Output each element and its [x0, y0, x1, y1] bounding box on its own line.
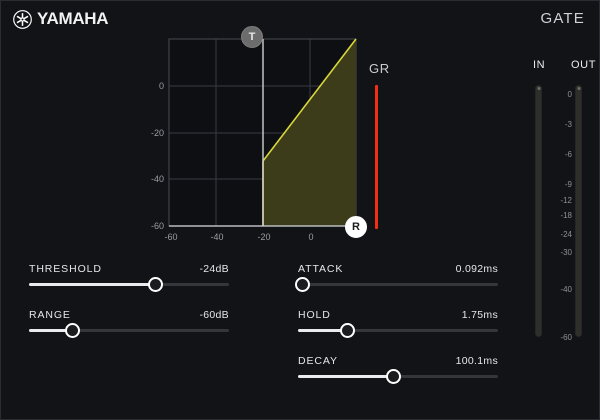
range-slider-track[interactable] [29, 329, 229, 332]
attack-slider-knob[interactable] [294, 277, 310, 292]
threshold-slider-knob[interactable] [147, 277, 163, 292]
y-tick: -20 [151, 128, 164, 138]
gain-reduction-meter [375, 85, 378, 229]
x-tick: -60 [164, 232, 177, 242]
out-meter-bar [575, 85, 582, 337]
threshold-control[interactable]: THRESHOLD -24dB [29, 263, 229, 303]
hold-control[interactable]: HOLD 1.75ms [298, 309, 498, 349]
decay-label: DECAY [298, 355, 338, 367]
decay-value: 100.1ms [455, 355, 498, 367]
range-control[interactable]: RANGE -60dB [29, 309, 229, 349]
gain-reduction-label: GR [369, 61, 390, 76]
in-meter-label: IN [533, 59, 546, 71]
x-tick: -20 [257, 232, 270, 242]
y-tick: -60 [151, 221, 164, 231]
x-tick: 0 [308, 232, 313, 242]
transfer-curve-graph[interactable]: 0 -20 -40 -60 -60 -40 -20 0 T R GR [141, 21, 401, 249]
threshold-value: -24dB [199, 263, 229, 275]
range-label: RANGE [29, 309, 71, 321]
meter-scale-tick: -30 [560, 248, 572, 257]
meter-scale: 0 -3 -6 -9 -12 -18 -24 -30 -40 -60 [546, 85, 572, 342]
range-handle[interactable]: R [345, 216, 367, 238]
brand-name: YAMAHA [37, 9, 109, 28]
meter-scale-tick: -9 [564, 180, 572, 189]
yamaha-tuning-fork-icon [13, 9, 32, 29]
out-meter-label: OUT [571, 59, 597, 71]
meter-scale-tick: -12 [560, 196, 572, 205]
y-axis-tick-labels: 0 -20 -40 -60 [151, 81, 164, 231]
hold-slider-fill [298, 329, 347, 332]
graph-canvas: 0 -20 -40 -60 -60 -40 -20 0 [151, 38, 357, 242]
y-tick: -40 [151, 174, 164, 184]
hold-slider-track[interactable] [298, 329, 498, 332]
x-tick: -40 [210, 232, 223, 242]
y-tick: 0 [159, 81, 164, 91]
threshold-slider-fill [29, 283, 155, 286]
decay-control[interactable]: DECAY 100.1ms [298, 355, 498, 395]
decay-slider-knob[interactable] [385, 369, 401, 384]
meter-scale-tick: -18 [560, 211, 572, 220]
page-title: GATE [540, 10, 585, 27]
meter-scale-tick: -60 [560, 333, 572, 342]
level-meters: IN OUT 0 -3 -6 -9 -12 -18 -24 -30 -40 -60 [513, 59, 597, 359]
threshold-handle[interactable]: T [241, 26, 263, 48]
attack-control[interactable]: ATTACK 0.092ms [294, 263, 498, 303]
meter-scale-tick: -6 [564, 150, 572, 159]
meter-scale-tick: 0 [567, 90, 572, 99]
attack-slider-track[interactable] [298, 283, 498, 286]
out-clip-led [577, 87, 580, 90]
threshold-slider-track[interactable] [29, 283, 229, 286]
hold-value: 1.75ms [461, 309, 498, 321]
attack-value: 0.092ms [455, 263, 498, 275]
threshold-label: THRESHOLD [29, 263, 102, 275]
brand-logo: YAMAHA [13, 9, 109, 29]
transfer-curve-line [262, 38, 357, 162]
meter-scale-tick: -3 [564, 120, 572, 129]
in-meter-bar [535, 85, 542, 337]
range-value: -60dB [199, 309, 229, 321]
range-slider-knob[interactable] [64, 323, 80, 338]
x-axis-tick-labels: -60 -40 -20 0 [164, 232, 313, 242]
meter-scale-tick: -24 [560, 230, 572, 239]
in-clip-led [537, 87, 540, 90]
range-slider-fill [29, 329, 72, 332]
gate-region-fill [263, 39, 356, 226]
meter-scale-tick: -40 [560, 285, 572, 294]
attack-label: ATTACK [298, 263, 344, 275]
hold-label: HOLD [298, 309, 331, 321]
hold-slider-knob[interactable] [339, 323, 355, 338]
decay-slider-fill [298, 375, 393, 378]
